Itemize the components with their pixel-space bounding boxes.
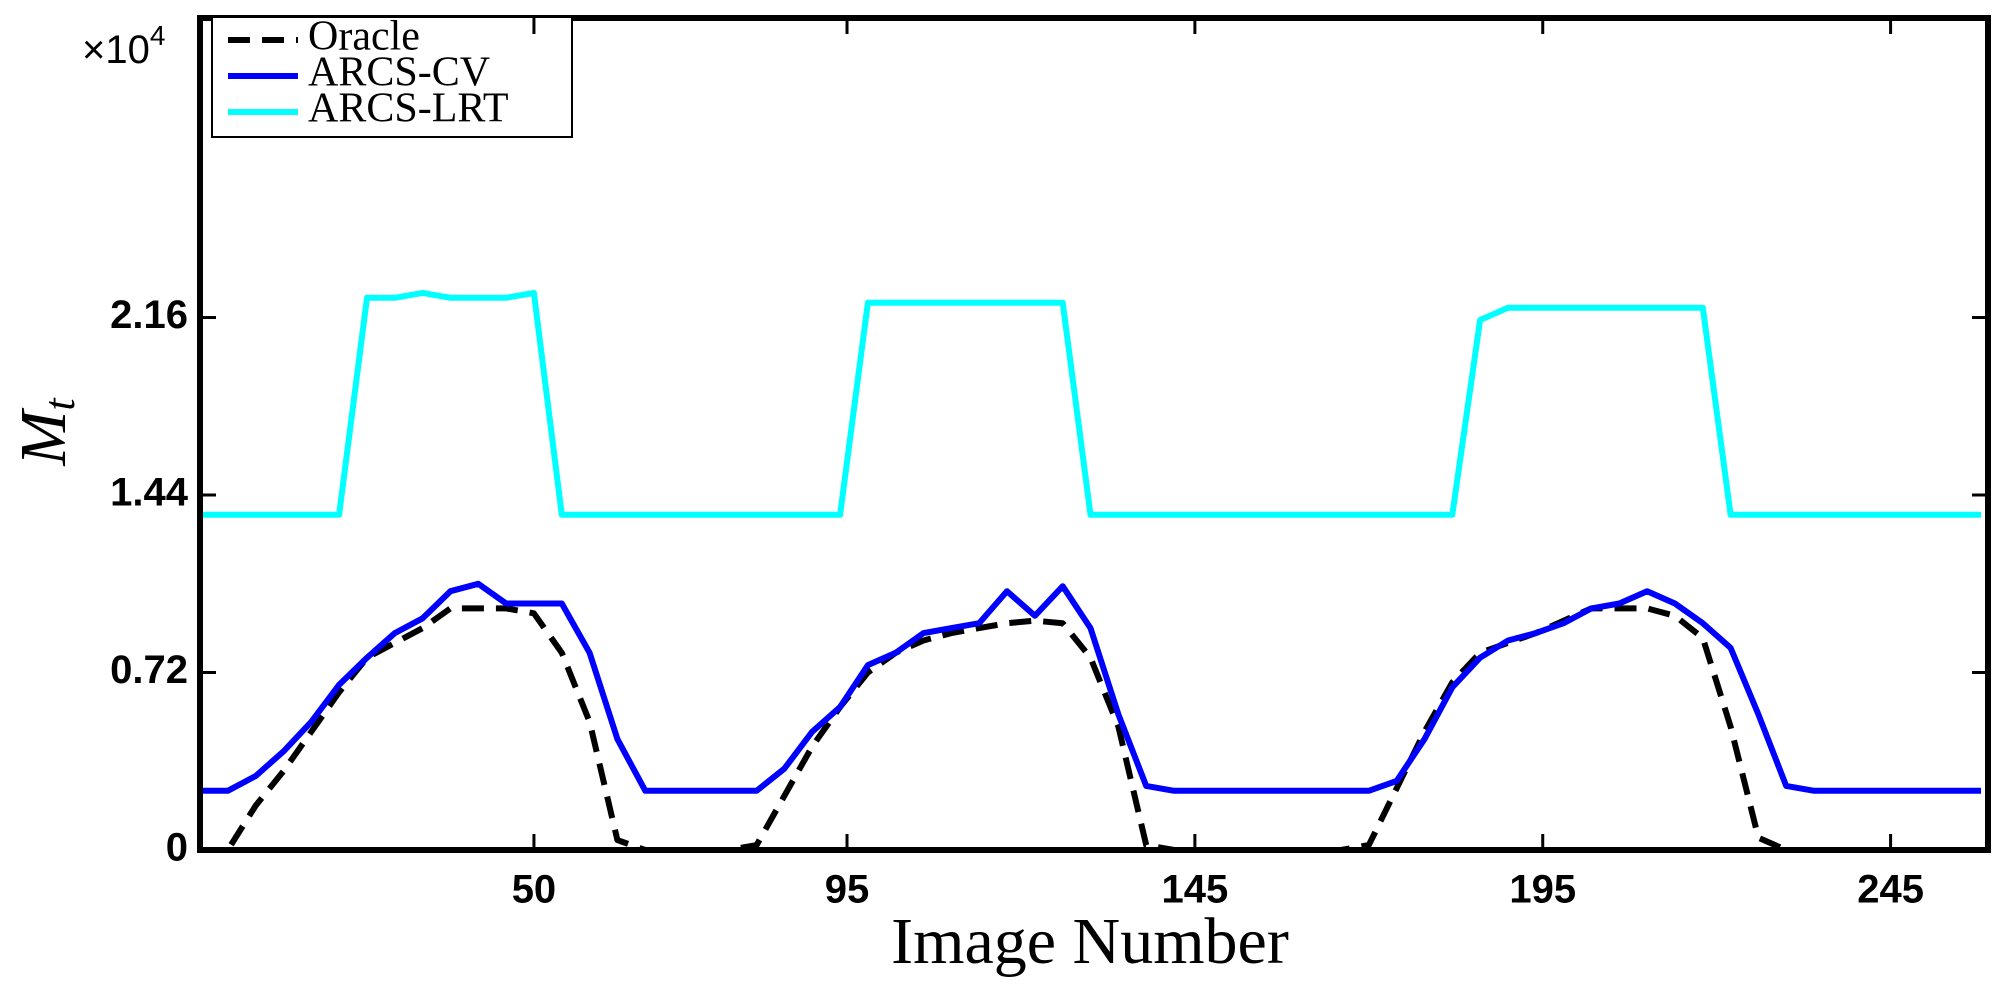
y-axis-label: Mt [7,397,84,467]
y-tick-label: 1.44 [110,471,189,515]
series-line [200,289,1981,518]
y-offset-text: ×104 [82,20,165,71]
x-tick-label: 95 [825,868,870,912]
legend-label: Oracle [308,14,420,60]
y-offset-exponent: 4 [150,20,166,51]
y-label-main: M [7,407,80,467]
y-offset-base: ×10 [82,28,150,72]
series-line [200,605,1981,850]
x-tick-label: 145 [1162,868,1229,912]
y-tick-label: 0.72 [110,648,188,692]
legend-label: ARCS-CV [308,50,490,96]
y-tick-label: 0 [166,826,188,870]
x-axis-label: Image Number [891,905,1289,978]
series-line [200,580,1981,794]
x-tick-label: 245 [1857,868,1924,912]
x-tick-label: 50 [512,868,557,912]
legend-label: ARCS-LRT [308,86,509,132]
y-tick-label: 2.16 [110,293,188,337]
plot-frame [197,15,1991,853]
x-tick-label: 195 [1509,868,1576,912]
y-label-sub: t [35,397,84,411]
plot-lines [200,289,1981,850]
